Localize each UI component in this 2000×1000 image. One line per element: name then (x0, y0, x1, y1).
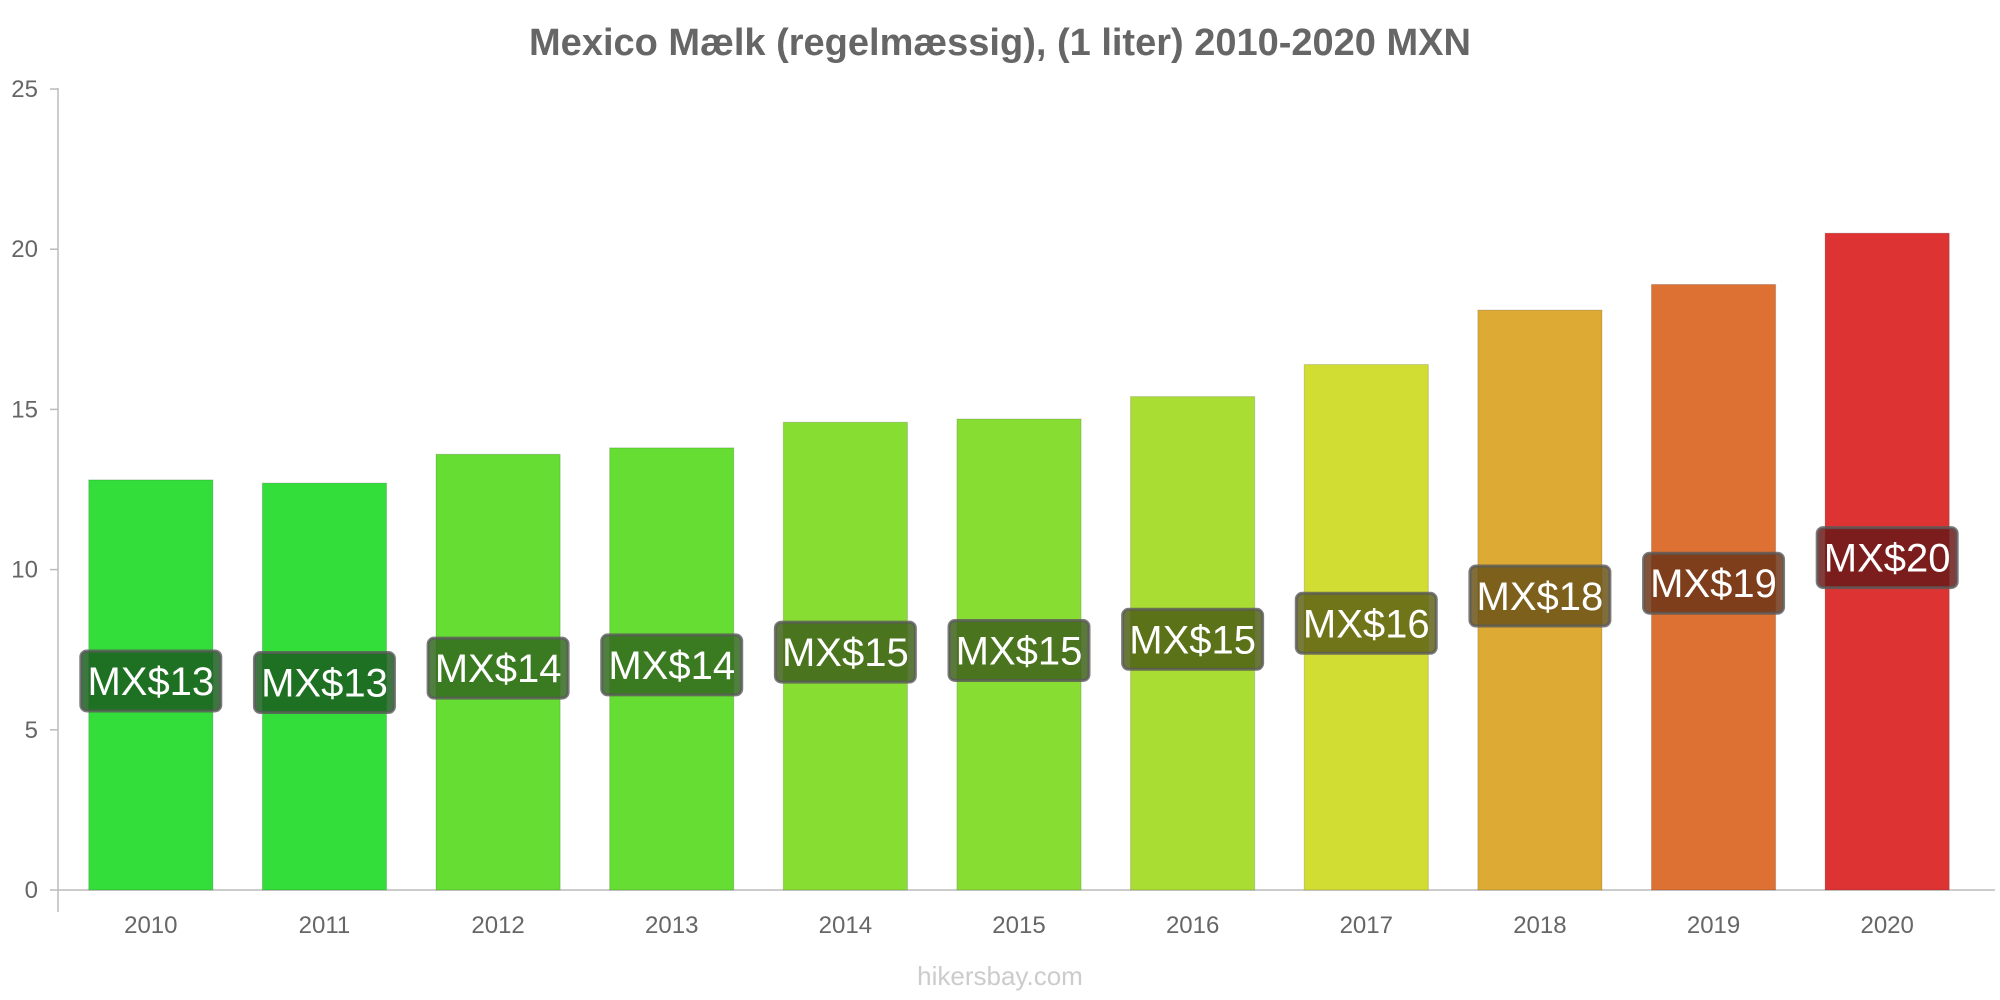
x-tick-label: 2014 (819, 912, 872, 939)
y-tick-label: 20 (11, 236, 38, 263)
data-label: MX$15 (956, 630, 1083, 674)
x-tick-label: 2016 (1166, 912, 1219, 939)
x-tick-label: 2012 (471, 912, 524, 939)
chart-title: Mexico Mælk (regelmæssig), (1 liter) 201… (529, 22, 1471, 64)
data-label-box (947, 619, 1091, 683)
data-label: MX$18 (1477, 575, 1604, 619)
data-label-box (1815, 526, 1959, 590)
data-label-box (600, 633, 744, 697)
data-label-box (1642, 551, 1786, 615)
data-label: MX$15 (782, 631, 909, 675)
y-tick-label: 5 (25, 717, 38, 744)
credit-text: hikersbay.com (917, 961, 1083, 991)
data-label: MX$13 (87, 660, 214, 704)
x-tick-label: 2017 (1340, 912, 1393, 939)
x-tick-label: 2015 (992, 912, 1045, 939)
y-tick-label: 25 (11, 76, 38, 103)
data-label-box (79, 649, 223, 713)
x-tick-label: 2020 (1860, 912, 1913, 939)
x-tick-label: 2018 (1513, 912, 1566, 939)
data-label: MX$16 (1303, 602, 1430, 646)
data-label: MX$13 (261, 662, 388, 706)
data-label-box (1121, 607, 1265, 671)
bars-group: MX$13 MX$13 MX$14 MX$14 MX$15 MX$15 MX$15 MX$16… (79, 232, 1959, 891)
x-tick-label: 2013 (645, 912, 698, 939)
data-label-box (773, 620, 917, 684)
y-tick-label: 15 (11, 396, 38, 423)
x-axis-ticks: 2010 2011 2012 2013 2014 2015 2016 2017 2018 2019… (124, 912, 1914, 939)
data-label: MX$14 (435, 647, 562, 691)
data-label-box (252, 651, 396, 715)
data-label: MX$14 (608, 644, 735, 688)
data-label-box (426, 636, 570, 700)
data-label-box (1294, 591, 1438, 655)
data-label: MX$20 (1824, 537, 1951, 581)
x-tick-label: 2010 (124, 912, 177, 939)
data-label: MX$15 (1129, 618, 1256, 662)
y-tick-label: 0 (25, 877, 38, 904)
y-axis-ticks: 0 5 10 15 20 25 (11, 76, 58, 904)
data-label: MX$19 (1650, 562, 1777, 606)
data-label-box (1468, 564, 1612, 628)
y-tick-label: 10 (11, 557, 38, 584)
x-tick-label: 2019 (1687, 912, 1740, 939)
x-tick-label: 2011 (299, 912, 351, 939)
